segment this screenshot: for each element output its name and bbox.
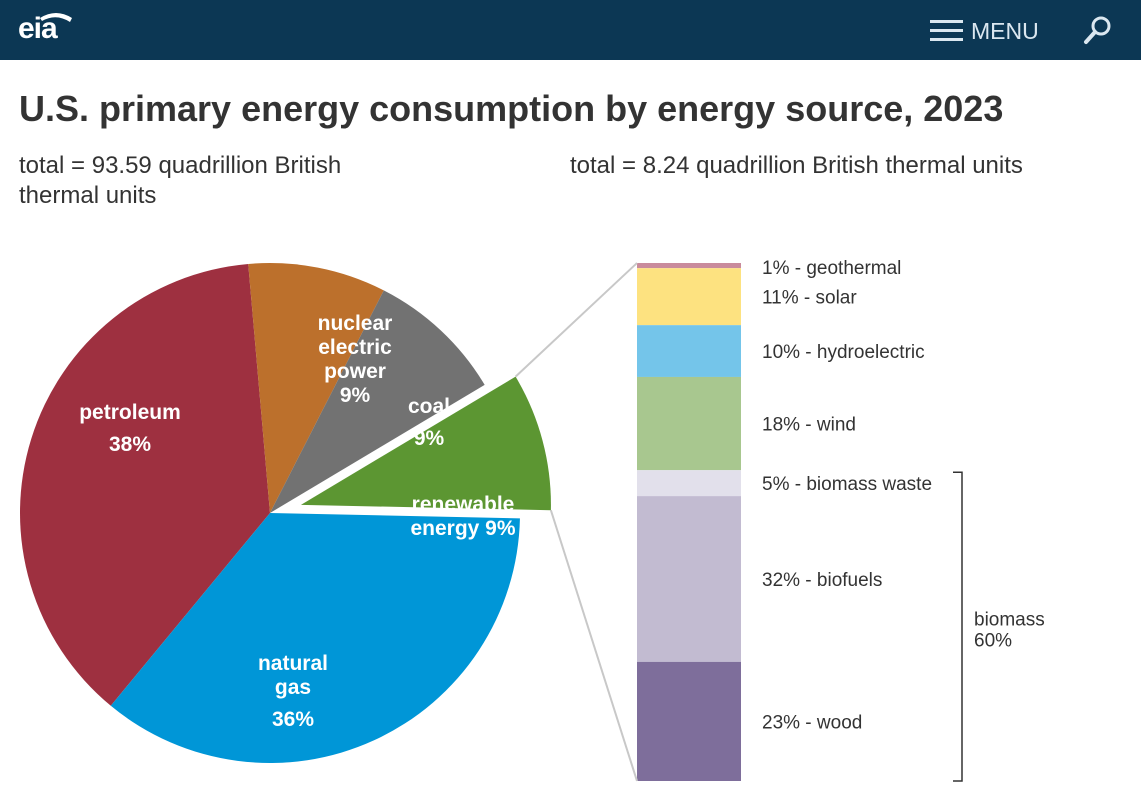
pie-pct-natural: 36% xyxy=(272,708,314,731)
menu-label: MENU xyxy=(971,17,1039,44)
bar-segment-11-solar xyxy=(637,268,741,326)
bar-segment-18-wind xyxy=(637,376,741,471)
chart-title: U.S. primary energy consumption by energ… xyxy=(19,88,1004,129)
pie-label-nuclear: power xyxy=(324,360,386,383)
pie-label-petroleum: petroleum xyxy=(79,401,181,424)
connector-line-bottom xyxy=(549,509,638,782)
bar-total-label: total = 8.24 quadrillion British thermal… xyxy=(570,152,1023,179)
eia-logo[interactable]: eia xyxy=(18,6,78,50)
bar-label-10-hydroelectric: 10% - hydroelectric xyxy=(762,342,925,363)
biomass-group-label: 60% xyxy=(974,631,1012,652)
bar-label-1-geothermal: 1% - geothermal xyxy=(762,258,901,279)
bar-label-18-wind: 18% - wind xyxy=(762,415,856,436)
bar-label-32-biofuels: 32% - biofuels xyxy=(762,570,882,591)
bar-label-23-wood: 23% - wood xyxy=(762,712,862,733)
bar-segment-32-biofuels xyxy=(637,496,741,662)
pie-slice-nuclear xyxy=(248,263,384,513)
pie-pct-nuclear: 9% xyxy=(340,384,371,407)
pie-label-nuclear: electric xyxy=(318,336,392,359)
pie-pct-coal: 9% xyxy=(414,427,445,450)
pie-pct-petroleum: 38% xyxy=(109,433,151,456)
pie-label-natural: gas xyxy=(275,676,311,699)
menu-button[interactable]: MENU xyxy=(930,14,1039,48)
bar-segment-5-biomass-waste xyxy=(637,470,741,497)
pie-label-nuclear: nuclear xyxy=(318,312,393,335)
pie-label-renewable: energy 9% xyxy=(410,517,515,540)
bar-segment-1-geothermal xyxy=(637,263,741,269)
bar-segment-23-wood xyxy=(637,661,741,781)
pie-slice-natural xyxy=(110,513,520,763)
hamburger-icon xyxy=(930,20,963,42)
pie-slice-coal xyxy=(270,290,485,513)
pie-label-natural: natural xyxy=(258,652,328,675)
pie-total-label: total = 93.59 quadrillion British therma… xyxy=(19,152,342,209)
top-navigation-bar: eia MENU xyxy=(0,0,1141,60)
connector-line-top xyxy=(514,262,638,378)
pie-slice-petroleum xyxy=(19,263,270,706)
logo-swoosh-icon xyxy=(40,13,72,22)
bar-label-11-solar: 11% - solar xyxy=(762,288,857,309)
bar-label-5-biomass-waste: 5% - biomass waste xyxy=(762,474,932,495)
search-icon[interactable] xyxy=(1082,14,1114,46)
biomass-group-label: biomass xyxy=(974,610,1045,631)
biomass-bracket xyxy=(953,471,963,782)
bar-segment-10-hydroelectric xyxy=(637,325,741,377)
logo-text: eia xyxy=(18,12,58,45)
pie-label-coal: coal xyxy=(408,395,450,418)
pie-slice-renewable xyxy=(300,376,551,511)
pie-label-renewable: renewable xyxy=(412,493,515,516)
